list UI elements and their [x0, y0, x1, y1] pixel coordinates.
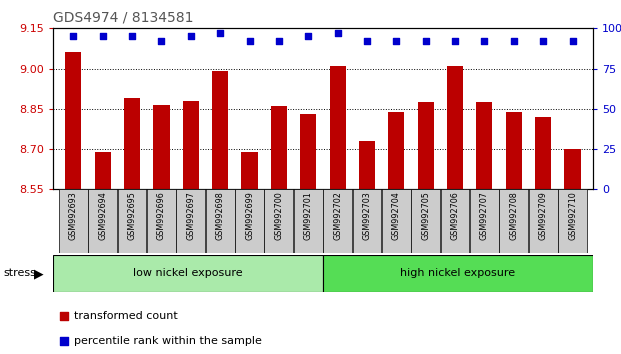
Bar — [65, 52, 81, 189]
Text: ▶: ▶ — [34, 267, 43, 280]
Text: GSM992695: GSM992695 — [127, 191, 137, 240]
Bar — [294, 189, 323, 253]
Point — [245, 38, 255, 44]
Bar — [528, 189, 558, 253]
Point — [420, 38, 430, 44]
Text: GSM992704: GSM992704 — [392, 191, 401, 240]
Bar — [417, 102, 433, 189]
Bar — [212, 71, 229, 189]
Text: GSM992705: GSM992705 — [421, 191, 430, 240]
Text: GSM992707: GSM992707 — [480, 191, 489, 240]
Bar — [411, 189, 440, 253]
Bar — [117, 189, 147, 253]
Text: GSM992693: GSM992693 — [69, 191, 78, 240]
Point — [416, 11, 426, 17]
Point — [156, 38, 166, 44]
Point — [509, 38, 519, 44]
Bar — [88, 189, 117, 253]
Text: transformed count: transformed count — [75, 311, 178, 321]
Text: GSM992702: GSM992702 — [333, 191, 342, 240]
Bar — [330, 66, 346, 189]
Text: GSM992700: GSM992700 — [274, 191, 283, 240]
Text: GSM992696: GSM992696 — [157, 191, 166, 240]
Bar — [124, 98, 140, 189]
Bar — [265, 189, 293, 253]
Bar — [271, 106, 287, 189]
Text: high nickel exposure: high nickel exposure — [401, 268, 515, 279]
Bar — [176, 189, 205, 253]
Point — [568, 38, 578, 44]
Bar — [353, 189, 381, 253]
Point — [127, 34, 137, 39]
Bar — [53, 255, 323, 292]
Point — [450, 38, 460, 44]
Bar — [447, 66, 463, 189]
Text: GSM992701: GSM992701 — [304, 191, 313, 240]
Text: GSM992703: GSM992703 — [363, 191, 371, 240]
Point — [68, 34, 78, 39]
Bar — [505, 112, 522, 189]
Point — [186, 34, 196, 39]
Text: percentile rank within the sample: percentile rank within the sample — [75, 336, 262, 346]
Text: GSM992706: GSM992706 — [451, 191, 460, 240]
Text: GSM992697: GSM992697 — [186, 191, 195, 240]
Bar — [564, 149, 581, 189]
Text: GSM992698: GSM992698 — [215, 191, 225, 240]
Text: GSM992694: GSM992694 — [98, 191, 107, 240]
Bar — [388, 112, 404, 189]
Point — [333, 30, 343, 36]
Bar — [206, 189, 235, 253]
Bar — [59, 189, 88, 253]
Point — [97, 34, 107, 39]
Text: GDS4974 / 8134581: GDS4974 / 8134581 — [53, 11, 193, 25]
Point — [303, 34, 313, 39]
Bar — [153, 105, 170, 189]
Text: GSM992710: GSM992710 — [568, 191, 577, 240]
Bar — [323, 255, 593, 292]
Bar — [183, 101, 199, 189]
Bar — [235, 189, 264, 253]
Point — [362, 38, 372, 44]
Point — [274, 38, 284, 44]
Bar — [147, 189, 176, 253]
Point — [391, 38, 401, 44]
Point — [215, 30, 225, 36]
Bar — [323, 189, 352, 253]
Text: GSM992708: GSM992708 — [509, 191, 519, 240]
Point — [479, 38, 489, 44]
Bar — [382, 189, 410, 253]
Text: GSM992709: GSM992709 — [538, 191, 548, 240]
Bar — [441, 189, 469, 253]
Bar — [499, 189, 528, 253]
Point — [538, 38, 548, 44]
Bar — [470, 189, 499, 253]
Point — [416, 241, 426, 247]
Bar — [242, 152, 258, 189]
Bar — [476, 102, 492, 189]
Text: stress: stress — [3, 268, 36, 279]
Bar — [535, 117, 551, 189]
Text: low nickel exposure: low nickel exposure — [133, 268, 243, 279]
Text: GSM992699: GSM992699 — [245, 191, 254, 240]
Bar — [558, 189, 587, 253]
Bar — [359, 141, 375, 189]
Bar — [94, 152, 111, 189]
Bar — [300, 114, 316, 189]
